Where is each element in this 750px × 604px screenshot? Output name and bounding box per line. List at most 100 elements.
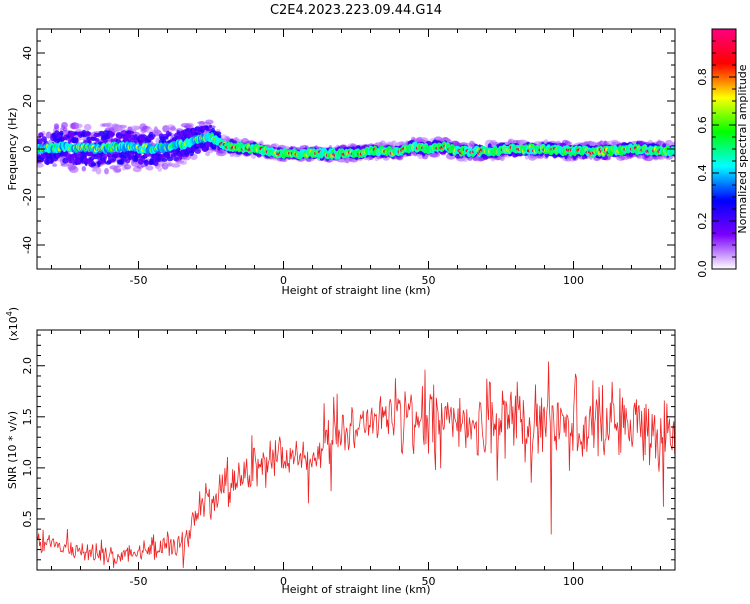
spectrogram-core-cell [77,160,81,165]
spectrogram-halo-cell [68,166,79,173]
spectrogram-core-cell [131,137,135,141]
colorbar: 0.0 0.2 0.4 0.6 0.8 Normalized spectral ampl… [696,28,749,278]
spectrogram-core-cell [194,148,201,154]
snr-line [37,361,675,569]
spectrogram-core-cell [59,130,64,136]
spectrogram-halo-cell [205,151,211,157]
snr-x-label: Height of straight line (km) [281,583,430,596]
spectrogram-core-cell [189,149,195,157]
spectrogram-core-cell [93,132,101,138]
spectrogram-halo-cell [95,167,102,175]
spectrogram-halo-cell [180,160,187,166]
spectrogram-halo-cell [167,163,172,167]
spectrogram-core-cell [200,143,205,148]
spectrogram-core-cell [74,137,79,142]
spectrogram-y-label: Frequency (Hz) [6,108,19,191]
snr-x-tick-label: 50 [422,575,436,588]
colorbar-tick-label: 0.2 [696,212,709,230]
snr-y-tick-label: 1.0 [21,459,34,477]
spectrogram-halo-cell [170,163,181,168]
snr-panel: -50 0 50 100 0.5 1.0 1.5 2.0 Height of straight… [5,307,676,596]
spectrogram-core-cell [37,138,43,146]
snr-x-tick-label: -50 [130,575,148,588]
spectrogram-y-tick-label: -20 [21,188,34,206]
spectrogram-x-tick-label: -50 [130,274,148,287]
spectrogram-core-cell [62,157,69,164]
spectrogram-halo-cell [37,162,44,168]
snr-x-tick-label: 100 [563,575,584,588]
spectrogram-core-cell [168,132,172,137]
spectrogram-x-tick-label: 100 [563,274,584,287]
spectrogram-core-cell [152,134,156,138]
spectrogram-halo-cell [106,122,113,128]
spectrogram-axes: -50 0 50 100 -40 -20 0 20 40 [21,28,675,287]
spectrogram-halo-cell [61,122,68,129]
spectrogram-halo-cell [564,141,573,145]
spectrogram-core-cell [86,131,92,136]
spectrogram-halo-cell [91,168,97,172]
snr-y-tick-label: 2.0 [21,357,34,375]
colorbar-tick-label: 0.4 [696,164,709,182]
spectrogram-halo-cell [157,167,162,172]
snr-y-multiplier-base: (x10 [7,316,20,341]
spectrogram-core-cell [173,156,180,162]
spectrogram-core-cell [208,124,213,129]
snr-y-tick-label: 0.5 [21,510,34,528]
spectrogram-halo-cell [45,131,52,139]
spectrogram-core-cell [88,156,95,161]
snr-y-multiplier: (x104) [5,307,20,341]
spectrogram-halo-cell [53,123,60,130]
spectrogram-core-cell [91,162,97,167]
spectrogram-core-cell [166,156,174,162]
spectrogram-core-cell [128,130,135,135]
colorbar-label: Normalized spectral amplitude [736,64,749,233]
spectrogram-core-cell [109,131,115,138]
spectrogram-core-cell [205,128,213,132]
colorbar-tick-label: 0.0 [696,260,709,278]
snr-y-multiplier-close: ) [7,307,20,311]
spectrogram-halo-cell [60,163,69,167]
spectrogram-x-tick-label: 0 [280,274,287,287]
spectrogram-halo-cell [133,126,140,131]
chart-title: C2E4.2023.223.09.44.G14 [270,3,442,18]
spectrogram-y-tick-label: -40 [21,236,34,254]
spectrogram-x-tick-label: 50 [422,274,436,287]
colorbar-tick-label: 0.6 [696,116,709,134]
snr-data [37,361,675,569]
spectrogram-y-tick-label: 20 [21,94,34,108]
spectrogram-panel: -50 0 50 100 -40 -20 0 20 40 Height of straight … [6,28,676,297]
spectrogram-y-tick-label: 40 [21,46,34,60]
spectrogram-halo-cell [152,130,162,136]
spectrogram-core-cell [72,158,76,166]
spectrogram-halo-cell [114,168,122,173]
colorbar-axes: 0.0 0.2 0.4 0.6 0.8 [696,28,737,278]
spectrogram-core-cell [103,153,108,159]
spectrogram-core-cell [162,136,169,140]
spectrogram-core-cell [186,132,193,139]
spectrogram-core-cell [94,138,100,142]
spectrogram-halo-cell [104,168,109,175]
colorbar-tick-label: 0.8 [696,68,709,86]
spectrogram-x-label: Height of straight line (km) [281,284,430,297]
spectrogram-halo-cell [74,123,83,129]
spectrogram-core-cell [110,138,115,144]
spectrogram-core-cell [161,158,168,162]
spectrogram-halo-cell [205,119,214,125]
spectrogram-halo-cell [170,125,176,132]
spectrogram-core-cell [211,127,215,133]
spectrogram-core-cell [41,136,47,142]
spectrogram-data [37,119,675,175]
spectrogram-core-cell [144,159,149,166]
spectrogram-halo-cell [123,164,132,170]
snr-y-multiplier-exp: 4 [5,311,14,316]
spectrogram-core-cell [157,156,161,161]
spectrogram-core-cell [232,140,238,145]
spectrogram-halo-cell [83,123,92,131]
spectrogram-core-cell [102,139,109,143]
snr-frame [36,329,676,571]
spectrogram-core-cell [38,132,44,138]
snr-y-label: SNR (10 * v/v) [6,411,19,489]
spectrogram-halo-cell [81,165,87,172]
